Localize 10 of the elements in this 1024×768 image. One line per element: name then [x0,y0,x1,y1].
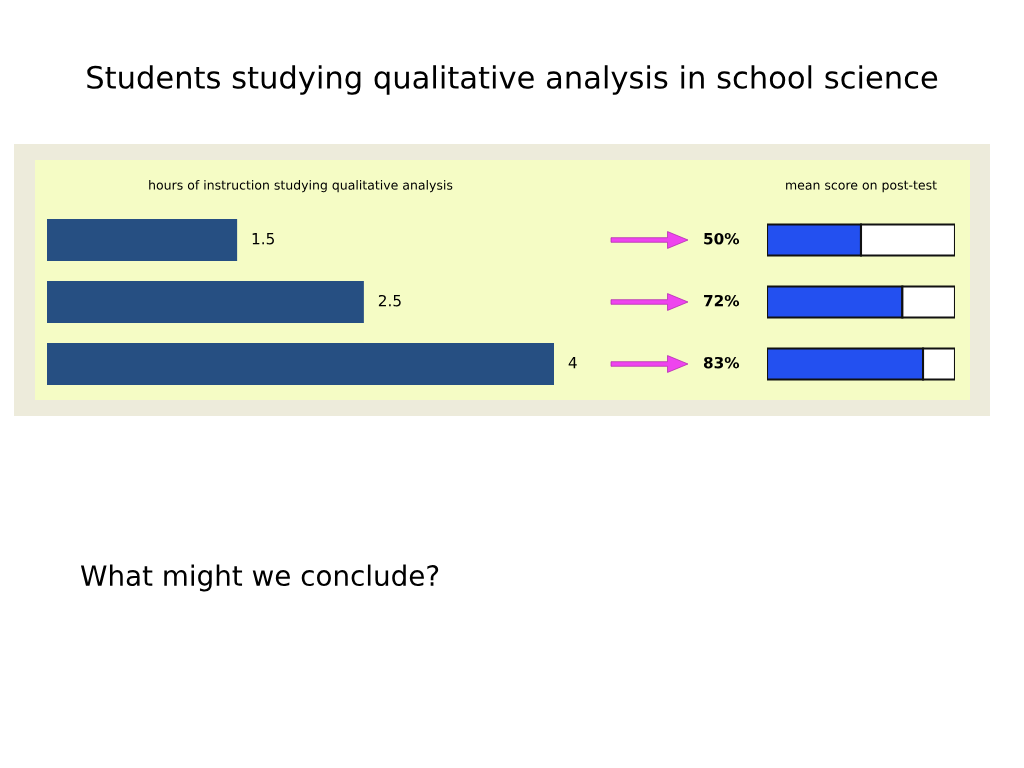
data-label: 50% [704,232,740,245]
data-label: 72% [704,294,740,307]
data-label: 2.5 [378,294,401,307]
data-label: 1.5 [252,233,274,245]
text: Students studying qualitative analysis in school science [87,65,938,95]
text: What might we conclude? [80,564,439,592]
chart-title: hours of instruction studying qualitative analysis [149,180,453,193]
data-label: 4 [568,357,577,369]
data-label: 83% [703,356,740,369]
chart-title: mean score on post-test [786,180,937,193]
